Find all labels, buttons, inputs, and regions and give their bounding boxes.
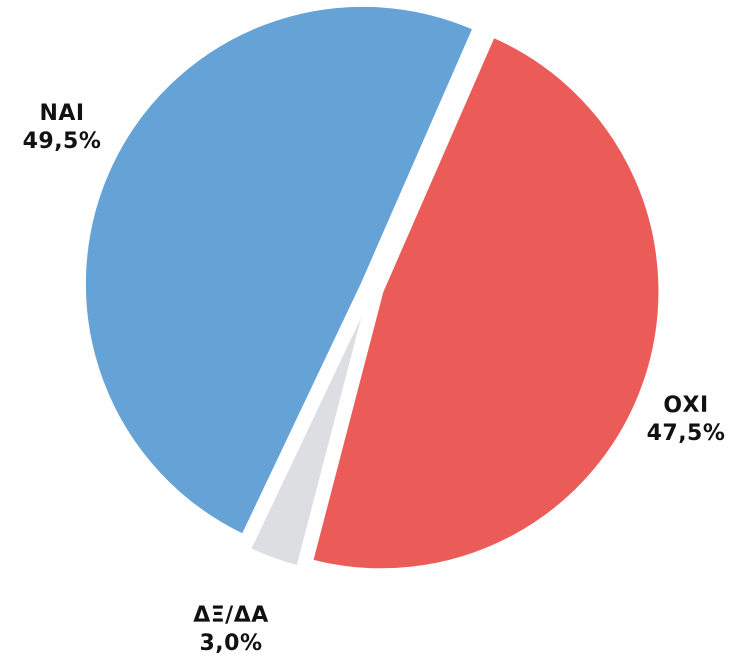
pie-slice-nai: [81, 2, 477, 538]
slice-value-oxi: 47,5%: [646, 421, 726, 446]
slice-label-oxi: ΟΧΙ 47,5%: [636, 392, 736, 448]
slice-label-dxda: ΔΞ/ΔΑ 3,0%: [176, 602, 286, 658]
slice-label-nai: NAI 49,5%: [12, 100, 112, 156]
pie-slice-oxi: [309, 33, 663, 573]
slice-value-nai: 49,5%: [22, 129, 102, 154]
pie-slices: [81, 2, 663, 573]
slice-name-nai: NAI: [39, 101, 85, 126]
slice-value-dxda: 3,0%: [199, 631, 263, 656]
pie-slice-dxda: [246, 295, 371, 570]
slice-name-oxi: ΟΧΙ: [663, 393, 709, 418]
slice-name-dxda: ΔΞ/ΔΑ: [193, 603, 269, 628]
